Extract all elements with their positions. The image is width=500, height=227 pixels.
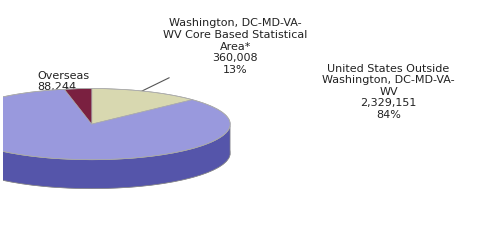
Text: Overseas
88,244
3%: Overseas 88,244 3%	[38, 70, 90, 104]
Polygon shape	[64, 89, 92, 125]
Polygon shape	[0, 90, 230, 160]
Polygon shape	[92, 89, 192, 125]
Polygon shape	[0, 126, 230, 189]
Ellipse shape	[0, 118, 230, 189]
Text: Washington, DC-MD-VA-
WV Core Based Statistical
Area*
360,008
13%: Washington, DC-MD-VA- WV Core Based Stat…	[132, 18, 308, 96]
Text: United States Outside
Washington, DC-MD-VA-
WV
2,329,151
84%: United States Outside Washington, DC-MD-…	[322, 63, 455, 119]
